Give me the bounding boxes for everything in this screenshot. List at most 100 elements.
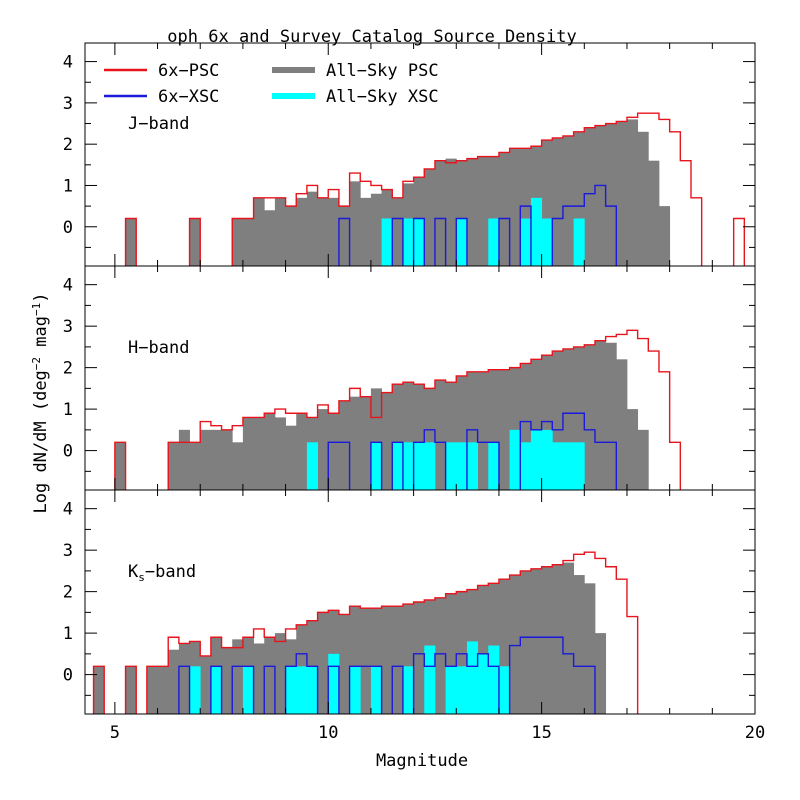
allsky-psc-bar-35 — [498, 579, 511, 714]
allsky-psc-bar-23 — [370, 608, 382, 714]
chart-title: oph 6x and Survey Catalog Source Density — [167, 27, 576, 47]
y-axis-label-end: ) — [31, 293, 51, 303]
allsky-psc-bar-31 — [456, 591, 468, 714]
panel-label-0: J−band — [128, 114, 189, 134]
allsky-psc-bar-24 — [466, 158, 479, 266]
allsky-xsc-bar-3 — [285, 666, 297, 714]
allsky-psc-bar-3 — [189, 442, 201, 490]
allsky-psc-bar-18 — [317, 612, 329, 714]
allsky-xsc-bar-8 — [370, 666, 382, 714]
allsky-psc-bar-45 — [637, 429, 649, 490]
allsky-xsc-bar-5 — [520, 218, 532, 266]
allsky-psc-bar-15 — [317, 409, 329, 490]
six-xsc-histogram — [327, 412, 618, 490]
allsky-xsc-bar-12 — [456, 666, 468, 714]
legend-label-allsky-xsc: All−Sky XSC — [326, 87, 439, 107]
allsky-psc-bar-37 — [520, 570, 532, 714]
allsky-psc-bar-41 — [562, 562, 575, 714]
allsky-psc-bar-18 — [349, 396, 361, 490]
x-tick-label: 15 — [531, 723, 551, 743]
allsky-psc-bar-37 — [552, 351, 564, 490]
allsky-psc-bar-44 — [594, 633, 607, 714]
allsky-psc-bar-20 — [370, 388, 382, 490]
allsky-psc-bar-22 — [360, 608, 372, 714]
allsky-psc-bar-21 — [349, 606, 361, 714]
allsky-xsc-bar-0 — [381, 218, 393, 266]
allsky-psc-bar-32 — [552, 137, 564, 266]
allsky-psc-bar-25 — [392, 606, 404, 714]
allsky-psc-bar-1 — [168, 442, 180, 490]
allsky-xsc-bar-3 — [456, 218, 468, 266]
allsky-psc-bar-36 — [509, 575, 521, 714]
allsky-psc-bar-35 — [584, 127, 596, 266]
allsky-xsc-bar-2 — [392, 442, 404, 490]
allsky-xsc-bar-8 — [573, 218, 585, 266]
panel-label-1: H−band — [128, 338, 189, 358]
allsky-xsc-bar-6 — [328, 653, 340, 714]
allsky-psc-bar-21 — [434, 160, 447, 266]
allsky-xsc-bar-1 — [402, 218, 414, 266]
allsky-psc-bar-26 — [402, 604, 414, 714]
allsky-psc-bar-6 — [221, 429, 233, 490]
y-tick-label: 3 — [63, 317, 73, 337]
panel-2: 0 1 2 3 4 Ks−band — [63, 489, 756, 715]
allsky-psc-bar-13 — [296, 413, 308, 490]
allsky-psc-bar-7 — [285, 206, 297, 266]
allsky-psc-bar-3 — [157, 666, 169, 714]
allsky-xsc-bar-1 — [370, 442, 382, 490]
allsky-psc-bar-39 — [626, 119, 639, 267]
allsky-psc-bar-14 — [360, 197, 372, 266]
allsky-xsc-bar-5 — [424, 442, 436, 490]
y-tick-label: 3 — [63, 94, 73, 114]
allsky-psc-bar-5 — [210, 429, 222, 490]
allsky-psc-bar-36 — [541, 355, 553, 490]
allsky-psc-bar-8 — [296, 197, 308, 266]
allsky-psc-bar-41 — [648, 160, 660, 266]
allsky-psc-bar-34 — [573, 131, 585, 266]
allsky-psc-bar-9 — [306, 191, 318, 266]
allsky-xsc-bar-4 — [488, 218, 500, 266]
allsky-psc-bar-21 — [381, 392, 393, 490]
allsky-xsc-bar-4 — [413, 442, 425, 490]
allsky-psc-bar-25 — [424, 388, 436, 490]
allsky-xsc-bar-5 — [306, 666, 318, 714]
allsky-psc-bar-4 — [253, 197, 265, 266]
six-xsc-histogram — [338, 184, 618, 266]
allsky-xsc-bar-12 — [530, 429, 543, 490]
allsky-xsc-bar-15 — [562, 442, 575, 490]
allsky-xsc-bar-14 — [552, 442, 564, 490]
allsky-xsc-bar-8 — [466, 442, 479, 490]
allsky-psc-bar-9 — [253, 417, 265, 490]
allsky-psc-bar-12 — [253, 643, 265, 714]
allsky-psc-bar-0 — [114, 442, 126, 490]
y-tick-label: 0 — [63, 218, 73, 238]
panel-label-sub: s — [138, 571, 145, 584]
allsky-xsc-bar-6 — [530, 197, 543, 266]
allsky-psc-bar-29 — [520, 148, 532, 266]
y-tick-label: 2 — [63, 583, 73, 603]
allsky-psc-bar-38 — [530, 568, 543, 714]
allsky-psc-bar-22 — [445, 158, 457, 266]
allsky-xsc-bar-2 — [242, 666, 254, 714]
allsky-psc-bar-5 — [264, 210, 276, 266]
allsky-psc-bar-5 — [178, 643, 190, 714]
allsky-psc-bar-40 — [637, 131, 649, 266]
y-axis-label-exp1: −2 — [30, 357, 43, 370]
allsky-psc-bar-1 — [189, 218, 201, 266]
allsky-psc-bar-13 — [349, 181, 361, 266]
y-tick-label: 0 — [63, 442, 73, 462]
allsky-psc-bar-35 — [530, 359, 543, 490]
allsky-xsc-bar-10 — [509, 429, 521, 490]
x-tick-label: 10 — [318, 723, 338, 743]
legend: 6x−PSC 6x−XSC All−Sky PSC All−Sky XSC — [104, 61, 439, 107]
allsky-psc-bar-32 — [498, 369, 511, 490]
allsky-psc-bar-39 — [541, 566, 553, 714]
allsky-psc-bar-9 — [221, 647, 233, 714]
panel-label-main: J — [128, 114, 138, 134]
y-tick-label: 4 — [63, 53, 73, 73]
allsky-xsc-bar-11 — [445, 666, 457, 714]
allsky-xsc-bar-14 — [477, 653, 489, 714]
allsky-psc-bar-33 — [509, 367, 521, 490]
allsky-psc-bar-1 — [125, 666, 137, 714]
